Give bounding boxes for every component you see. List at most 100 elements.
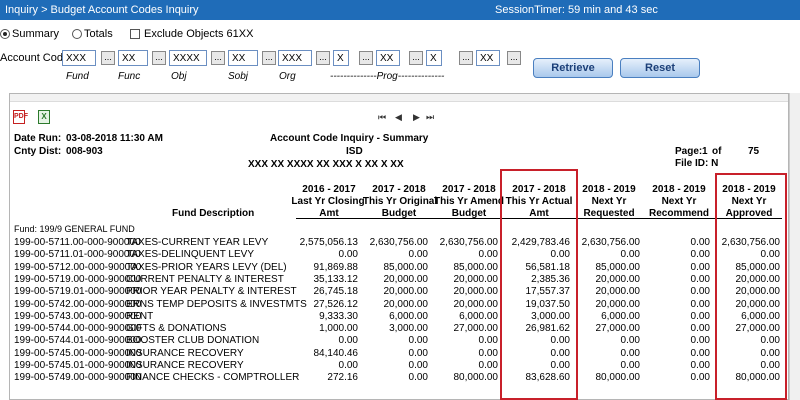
breadcrumb: Inquiry > Budget Account Codes Inquiry: [5, 4, 199, 16]
description-cell: FINANCE CHECKS - COMPTROLLER: [126, 372, 300, 384]
retrieve-button[interactable]: Retrieve: [533, 58, 613, 78]
amount-cell: 20,000.00: [383, 298, 429, 310]
col-header-line: Requested: [583, 208, 635, 219]
table-row: 199-00-5711.01-000-900000 TAXES-DELINQUEN…: [14, 249, 784, 261]
cnty-dist-value: 008-903: [66, 146, 103, 157]
prog-field[interactable]: [426, 50, 442, 66]
func-lookup-button[interactable]: ...: [152, 51, 166, 65]
exclude-objects-checkbox[interactable]: Exclude Objects 61XX: [130, 27, 253, 41]
amount-cell: 2,630,756.00: [721, 237, 780, 248]
vertical-scrollbar[interactable]: [789, 93, 800, 400]
amount-cell: 27,000.00: [453, 323, 499, 335]
exclude-checkbox-box[interactable]: [130, 29, 140, 39]
col-header-line: Amt: [319, 208, 339, 219]
fy-field[interactable]: [333, 50, 349, 66]
amount-cell: 80,000.00: [735, 372, 781, 384]
fund-field[interactable]: [62, 50, 96, 66]
amount-cell: 20,000.00: [453, 298, 499, 310]
amount-cell: 20,000.00: [735, 286, 781, 298]
col-header-line: Next Yr: [591, 196, 627, 207]
description-cell: INSURANCE RECOVERY: [126, 360, 244, 371]
table-row: 199-00-5711.00-000-900000 TAXES-CURRENT Y…: [14, 237, 784, 249]
sobj-field[interactable]: [228, 50, 258, 66]
amount-cell: 0.00: [408, 249, 428, 261]
summary-radio[interactable]: Summary: [0, 27, 59, 41]
amount-cell: 20,000.00: [595, 286, 641, 298]
account-code-cell: 199-00-5719.00-000-900000: [14, 273, 142, 285]
page-number: 1: [702, 146, 708, 157]
pic-field[interactable]: [376, 50, 400, 66]
first-page-icon[interactable]: ⏮: [378, 112, 387, 122]
amount-cell: 20,000.00: [595, 273, 641, 285]
amount-cell: 0.00: [338, 360, 358, 371]
amount-cell: 0.00: [690, 286, 710, 298]
sobj-lookup-button[interactable]: ...: [262, 51, 276, 65]
extra-field[interactable]: [476, 50, 500, 66]
prog-lookup-button[interactable]: ...: [459, 51, 473, 65]
col-header-line: 2018 - 2019: [652, 184, 706, 195]
amount-cell: 0.00: [338, 249, 358, 261]
table-row: 199-00-5743.00-000-900000 RENT 9,333.30 6,0…: [14, 311, 784, 323]
org-lookup-button[interactable]: ...: [316, 51, 330, 65]
summary-radio-icon[interactable]: [0, 29, 10, 39]
amount-cell: 0.00: [690, 347, 710, 359]
amount-cell: 84,140.46: [313, 347, 359, 359]
excel-export-icon[interactable]: X: [38, 110, 50, 124]
description-cell: TAXES-PRIOR YEARS LEVY (DEL): [126, 261, 287, 273]
obj-lookup-button[interactable]: ...: [211, 51, 225, 65]
amount-cell: 0.00: [690, 273, 710, 285]
prog-field-label: --------------Prog--------------: [330, 71, 445, 82]
col-header-line: Budget: [381, 208, 417, 219]
amount-cell: 27,000.00: [735, 323, 781, 335]
amount-cell: 0.00: [408, 335, 428, 347]
page-of-label: of: [712, 146, 722, 157]
org-field[interactable]: [278, 50, 312, 66]
account-code-cell: 199-00-5745.00-000-900000: [14, 347, 142, 359]
pdf-export-icon[interactable]: PDF: [13, 110, 28, 124]
totals-radio-icon[interactable]: [72, 29, 82, 39]
amount-cell: 6,000.00: [741, 310, 780, 322]
session-timer: SessionTimer: 59 min and 43 sec: [495, 4, 658, 16]
amount-cell: 20,000.00: [595, 298, 641, 310]
table-row: 199-00-5719.01-000-900000 PRIOR YEAR PENA…: [14, 286, 784, 298]
extra-lookup-button[interactable]: ...: [507, 51, 521, 65]
pic-lookup-button[interactable]: ...: [409, 51, 423, 65]
highlight-actual-column: [500, 169, 578, 400]
description-cell: TAXES-DELINQUENT LEVY: [126, 249, 254, 261]
prev-page-icon[interactable]: ◀: [395, 112, 402, 122]
amount-cell: 0.00: [478, 347, 498, 359]
account-code-cell: 199-00-5711.01-000-900000: [14, 249, 141, 261]
account-code-cell: 199-00-5743.00-000-900000: [14, 310, 142, 322]
table-row: 199-00-5745.01-000-900000 INSURANCE RECOV…: [14, 360, 784, 372]
obj-field[interactable]: [169, 50, 207, 66]
header-divider: [296, 218, 782, 219]
amount-cell: 6,000.00: [459, 310, 498, 322]
org-field-label: Org: [279, 71, 296, 82]
last-page-icon[interactable]: ⏭: [426, 112, 435, 122]
amount-cell: 0.00: [690, 335, 710, 347]
fy-lookup-button[interactable]: ...: [359, 51, 373, 65]
amount-cell: 1,000.00: [319, 323, 358, 335]
description-cell: INSURANCE RECOVERY: [126, 347, 244, 359]
amount-cell: 91,869.88: [313, 261, 359, 273]
table-row: 199-00-5742.00-000-900000 ERNS TEMP DEPOS…: [14, 299, 784, 311]
func-field[interactable]: [118, 50, 148, 66]
amount-cell: 0.00: [760, 249, 780, 261]
next-page-icon[interactable]: ▶: [413, 112, 420, 122]
totals-radio[interactable]: Totals: [72, 27, 113, 41]
amount-cell: 20,000.00: [735, 273, 781, 285]
amount-cell: 0.00: [550, 335, 570, 347]
table-row: 199-00-5744.00-000-900000 GIFTS & DONATIO…: [14, 323, 784, 335]
amount-cell: 0.00: [690, 261, 710, 273]
account-code-cell: 199-00-5712.00-000-900000: [14, 261, 142, 273]
amount-cell: 6,000.00: [601, 310, 640, 322]
table-row: 199-00-5749.00-000-900000 FINANCE CHECKS …: [14, 372, 784, 384]
col-header-line: 2018 - 2019: [722, 184, 776, 195]
col-header-line: Next Yr: [661, 196, 697, 207]
amount-cell: 0.00: [408, 360, 428, 371]
description-cell: PRIOR YEAR PENALTY & INTEREST: [126, 286, 297, 298]
reset-button[interactable]: Reset: [620, 58, 700, 78]
amount-cell: 27,000.00: [595, 323, 641, 335]
fund-lookup-button[interactable]: ...: [101, 51, 115, 65]
amount-cell: 56,581.18: [525, 261, 571, 273]
